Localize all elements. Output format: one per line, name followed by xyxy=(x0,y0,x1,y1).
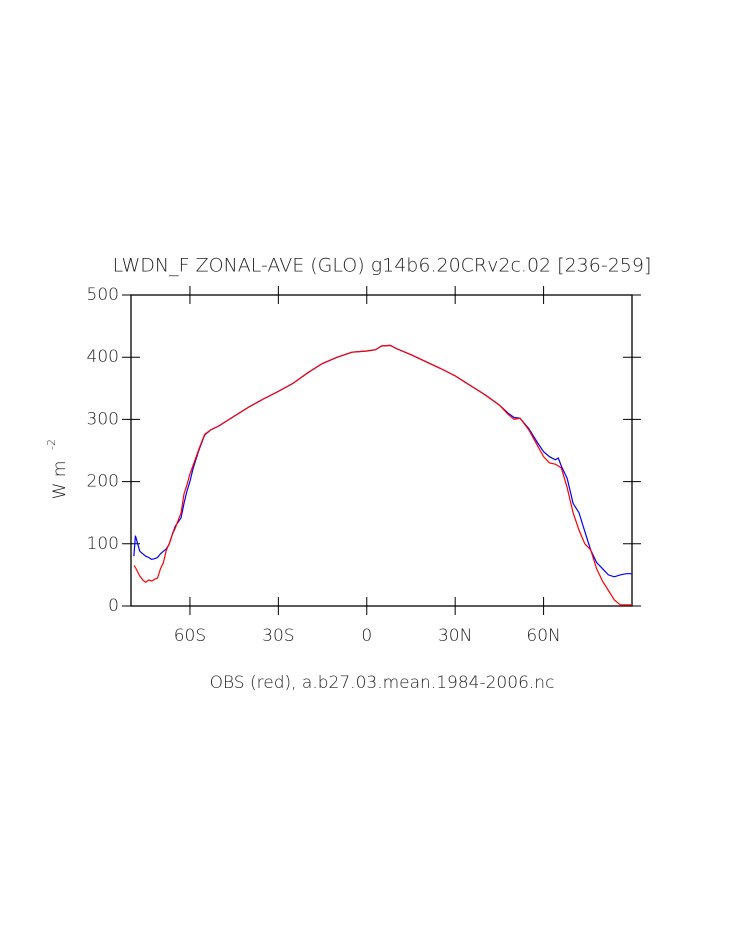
y-tick-label: 500 xyxy=(87,285,119,305)
y-axis-label: W m xyxy=(50,461,70,500)
x-axis-label: OBS (red), a.b27.03.mean.1984-2006.nc xyxy=(210,673,555,693)
x-tick-label: 30N xyxy=(438,626,472,646)
y-tick-label: 0 xyxy=(108,596,119,616)
y-tick-label: 400 xyxy=(87,347,119,367)
series-line xyxy=(133,344,632,578)
x-tick-label: 60N xyxy=(526,626,560,646)
y-tick-label: 100 xyxy=(87,534,119,554)
x-tick-label: 0 xyxy=(361,626,372,646)
series-line xyxy=(133,344,632,606)
x-tick-label: 30S xyxy=(262,626,294,646)
x-tick-label: 60S xyxy=(174,626,206,646)
y-axis-label-exponent: -2 xyxy=(45,439,58,450)
y-axis-title: W m -2 xyxy=(45,439,70,499)
plot-frame xyxy=(130,294,633,607)
y-tick-label: 200 xyxy=(87,472,119,492)
y-tick-label: 300 xyxy=(87,409,119,429)
chart-title: LWDN_F ZONAL-AVE (GLO) g14b6.20CRv2c.02 … xyxy=(113,255,652,277)
